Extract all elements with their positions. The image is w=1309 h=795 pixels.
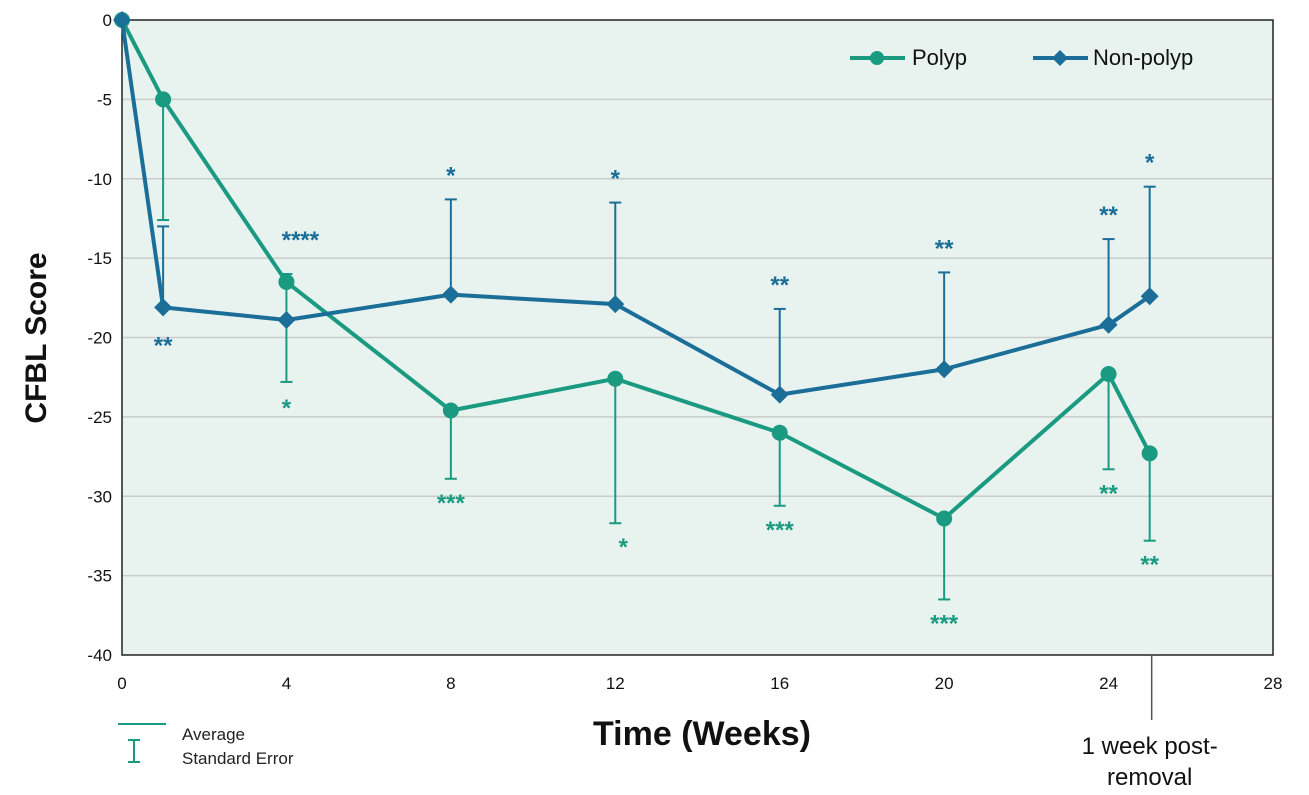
data-point xyxy=(935,360,954,379)
key-average-label: Average xyxy=(182,725,245,744)
x-tick-label: 4 xyxy=(282,674,291,693)
x-tick-label: 24 xyxy=(1099,674,1118,693)
series-group xyxy=(113,11,1159,601)
y-tick-label: -30 xyxy=(87,487,112,506)
series-polyp xyxy=(114,12,1158,601)
legend-nonpolyp-marker xyxy=(1052,50,1068,66)
series-non-polyp xyxy=(113,11,1159,404)
data-point xyxy=(442,402,459,419)
data-point xyxy=(278,273,295,290)
x-tick-label: 8 xyxy=(446,674,455,693)
significance-label: ** xyxy=(770,272,789,299)
axes: 0 -5 -10 -15 -20 -25 -30 -35 -40 0 4 8 12 16 20 24 28 xyxy=(87,11,1282,693)
data-point xyxy=(441,285,460,304)
error-key: Average Standard Error xyxy=(118,723,294,768)
significance-label: *** xyxy=(437,490,466,517)
significance-label: *** xyxy=(930,610,959,637)
x-tick-label: 28 xyxy=(1264,674,1283,693)
legend-polyp-label: Polyp xyxy=(912,45,967,70)
x-tick-label: 16 xyxy=(770,674,789,693)
legend-nonpolyp-label: Non-polyp xyxy=(1093,45,1193,70)
significance-labels: ********************** ******** xyxy=(154,150,1160,638)
y-tick-label: -10 xyxy=(87,170,112,189)
annotation-text-line1: 1 week post- xyxy=(1082,733,1218,760)
data-point xyxy=(607,370,624,387)
significance-label: *** xyxy=(766,517,795,544)
data-point xyxy=(1100,366,1117,383)
significance-label: * xyxy=(1145,150,1155,177)
key-standard-error-label: Standard Error xyxy=(182,749,294,768)
significance-label: * xyxy=(611,166,621,193)
y-tick-label: -15 xyxy=(87,249,112,268)
y-tick-label: -20 xyxy=(87,329,112,348)
data-point xyxy=(1141,445,1158,462)
y-tick-label: -40 xyxy=(87,646,112,665)
x-tick-label: 12 xyxy=(606,674,625,693)
data-point xyxy=(154,298,173,317)
significance-label: ** xyxy=(1099,480,1118,507)
plot-border xyxy=(121,19,1274,656)
significance-label: **** xyxy=(282,227,320,254)
data-point xyxy=(155,91,172,108)
data-point xyxy=(936,510,953,527)
gridlines xyxy=(122,98,1273,577)
significance-label: ** xyxy=(1099,202,1118,229)
data-point xyxy=(606,295,625,314)
y-tick-label: 0 xyxy=(103,11,112,30)
significance-label: ** xyxy=(154,332,173,359)
x-tick-label: 0 xyxy=(117,674,126,693)
x-axis-label: Time (Weeks) xyxy=(593,715,811,753)
data-point xyxy=(277,311,296,330)
data-point xyxy=(770,385,789,404)
data-point xyxy=(113,11,131,29)
y-tick-label: -5 xyxy=(97,90,112,109)
legend-polyp-marker xyxy=(870,51,884,65)
significance-label: * xyxy=(282,395,292,422)
y-tick-label: -25 xyxy=(87,408,112,427)
x-tick-label: 20 xyxy=(935,674,954,693)
significance-label: ** xyxy=(935,235,954,262)
significance-label: ** xyxy=(1140,552,1159,579)
legend: Polyp Non-polyp xyxy=(850,45,1193,70)
post-removal-annotation: 1 week post- removal xyxy=(1082,655,1218,791)
data-point xyxy=(1099,315,1118,334)
y-tick-label: -35 xyxy=(87,567,112,586)
data-point xyxy=(771,424,788,441)
data-point xyxy=(1140,287,1159,306)
y-axis-label: CFBL Score xyxy=(20,252,53,423)
significance-label: * xyxy=(619,534,629,561)
significance-label: * xyxy=(446,162,456,189)
annotation-text-line2: removal xyxy=(1107,764,1192,791)
